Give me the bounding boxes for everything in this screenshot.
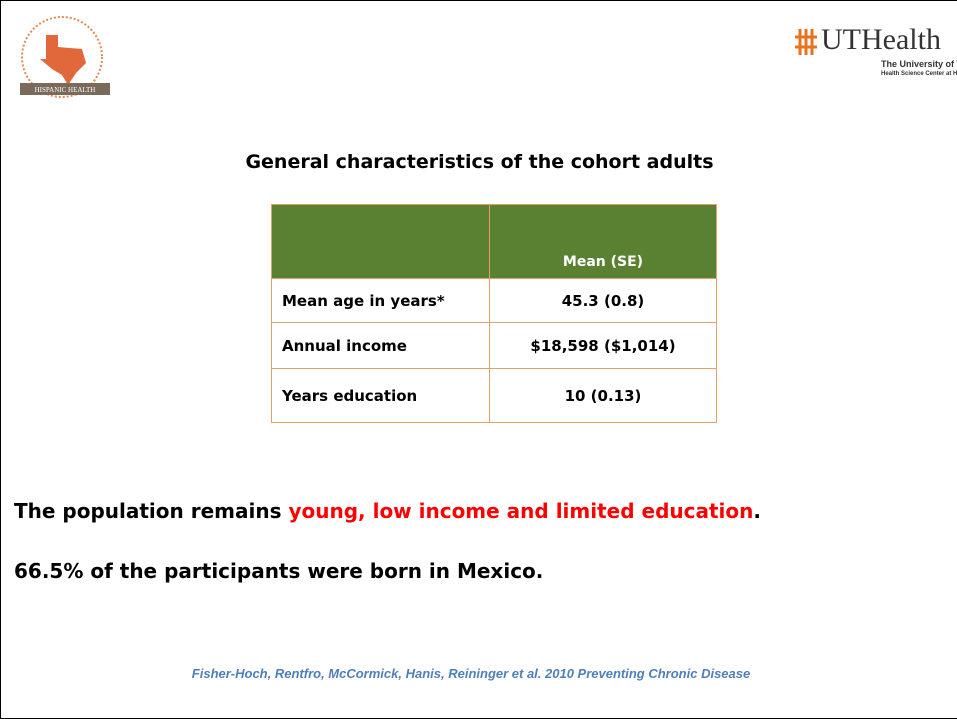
logo-left: HISPANIC HEALTH <box>20 16 110 98</box>
data-table: Mean (SE) Mean age in years* 45.3 (0.8) A… <box>271 204 717 423</box>
cell: Mean age in years* <box>271 278 490 323</box>
statement: The population remains young, low income… <box>14 499 761 523</box>
row: Annual income $18,598 ($1,014) <box>271 322 717 369</box>
cell: Annual income <box>271 322 490 369</box>
logo-right-name: UTHealth <box>821 23 941 56</box>
cell: $18,598 ($1,014) <box>489 322 717 369</box>
header-cell: Mean (SE) <box>489 204 717 279</box>
note: 66.5% of the participants were born in M… <box>14 559 544 583</box>
statement-lead: The population remains <box>14 499 289 523</box>
header-cell <box>271 204 490 279</box>
statement-end: . <box>753 499 761 523</box>
logo-left-text: HISPANIC HEALTH <box>35 86 96 94</box>
logo-right-icon <box>795 29 817 55</box>
slide-title: General characteristics of the cohort ad… <box>245 151 714 173</box>
logo-right-line1: The University of Texas <box>881 59 957 69</box>
logo-right-line2: Health Science Center at Houston <box>881 71 957 77</box>
cell: 10 (0.13) <box>489 368 717 423</box>
cell: Years education <box>271 368 490 423</box>
citation: Fisher-Hoch, Rentfro, McCormick, Hanis, … <box>191 666 751 681</box>
cell: 45.3 (0.8) <box>489 278 717 323</box>
row: Years education 10 (0.13) <box>271 368 717 423</box>
row: Mean age in years* 45.3 (0.8) <box>271 278 717 323</box>
header-row: Mean (SE) <box>271 204 717 279</box>
logo-right-sub: The University of Texas Health Science Ce… <box>881 59 957 78</box>
statement-highlight: young, low income and limited education <box>288 499 754 523</box>
